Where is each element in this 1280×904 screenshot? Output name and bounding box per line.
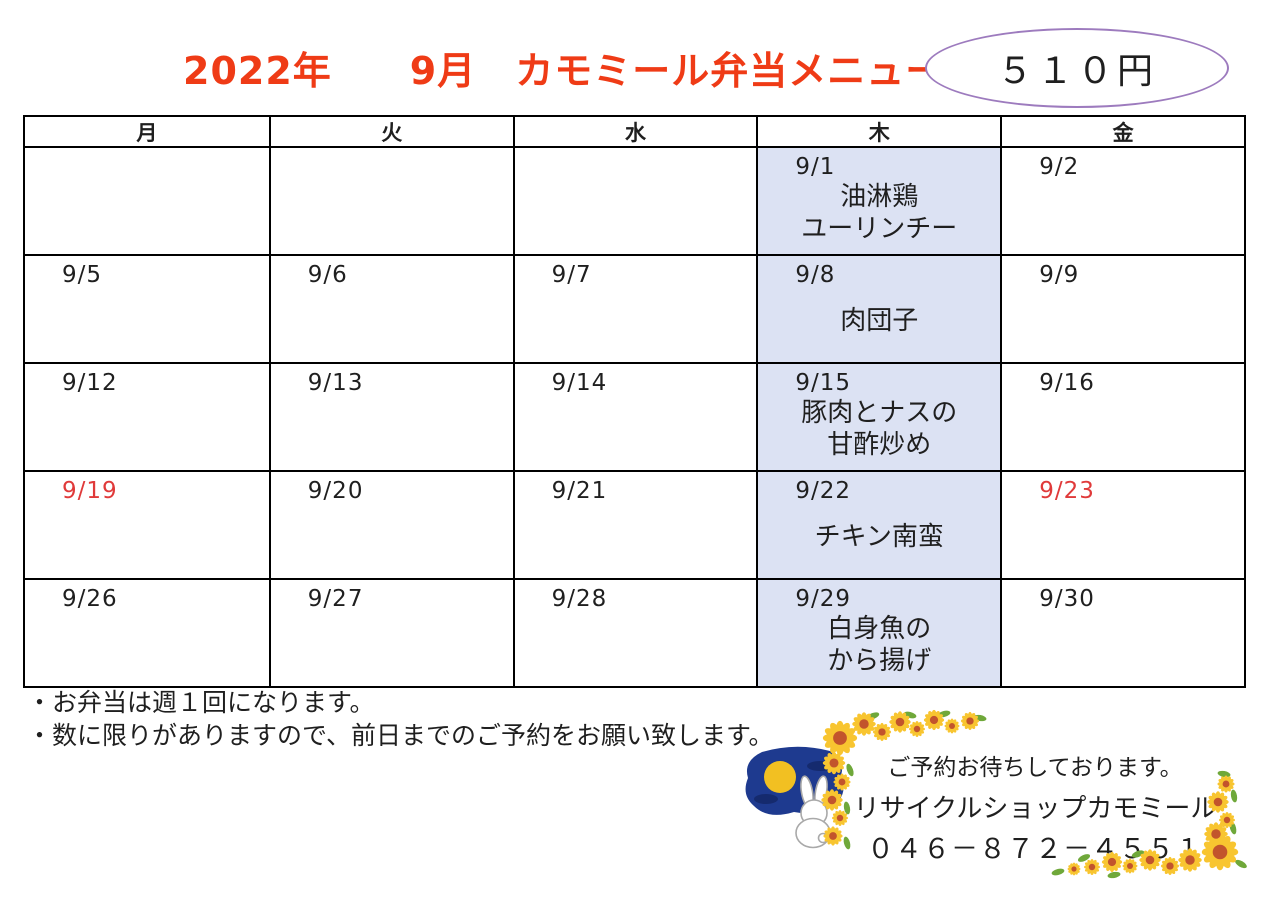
menu-item: 肉団子 [758, 288, 1000, 362]
calendar-day-cell: 9/14 [512, 362, 757, 470]
menu-item: チキン南蛮 [758, 504, 1000, 578]
menu-item-line: 白身魚の [827, 614, 932, 645]
menu-item: 豚肉とナスの 甘酢炒め [758, 396, 1000, 470]
date-label: 9/21 [551, 478, 608, 504]
price-badge: ５１０円 [925, 28, 1229, 108]
calendar-week-row: 9/1 油淋鶏 ユーリンチー 9/2 [25, 146, 1244, 254]
page-title: 2022年 9月 カモミール弁当メニュー [183, 49, 945, 93]
date-label: 9/22 [795, 478, 852, 504]
date-label: 9/28 [551, 586, 608, 612]
menu-item-line: から揚げ [827, 646, 932, 676]
calendar-day-cell: 9/30 [1000, 578, 1244, 686]
calendar-week-row: 9/19 9/20 9/21 9/22 チキン南蛮 9/23 [25, 470, 1244, 578]
day-header: 金 [1000, 117, 1244, 146]
date-label-holiday: 9/23 [1039, 478, 1095, 504]
date-label: 9/7 [551, 262, 592, 288]
menu-item-line: ユーリンチー [801, 214, 958, 244]
calendar-day-cell: 9/19 [25, 470, 269, 578]
note-line-1: ・お弁当は週１回になります。 [27, 688, 375, 717]
date-label: 9/16 [1039, 370, 1095, 396]
day-header: 月 [136, 120, 158, 145]
calendar-day-cell: 9/5 [25, 254, 269, 362]
sunflower-corner-bottom-right [1050, 770, 1249, 880]
calendar-day-cell: 9/27 [268, 578, 513, 686]
note-line-2: ・数に限りがありますので、前日までのご予約をお願い致します。 [27, 721, 774, 750]
calendar-day-cell: 9/7 [512, 254, 757, 362]
calendar-day-cell: 9/16 [1000, 362, 1244, 470]
calendar-day-cell: 9/26 [25, 578, 269, 686]
calendar-day-cell: 9/22 チキン南蛮 [756, 470, 1001, 578]
menu-item-line: 甘酢炒め [827, 430, 932, 460]
date-label: 9/13 [307, 370, 364, 396]
date-label: 9/30 [1039, 586, 1095, 612]
calendar-week-row: 9/26 9/27 9/28 9/29 白身魚の から揚げ 9/30 [25, 578, 1244, 686]
calendar-day-cell: 9/1 油淋鶏 ユーリンチー [756, 146, 1001, 254]
calendar-day-cell: 9/21 [512, 470, 757, 578]
menu-item-line: 油淋鶏 [840, 182, 919, 213]
calendar-day-cell: 9/29 白身魚の から揚げ [756, 578, 1001, 686]
date-label: 9/27 [307, 586, 364, 612]
menu-item: 油淋鶏 ユーリンチー [758, 180, 1000, 254]
date-label-holiday: 9/19 [62, 478, 118, 504]
calendar-day-cell [268, 146, 513, 254]
sunflower-corner-top-left [821, 709, 987, 851]
calendar-day-cell: 9/2 [1000, 146, 1244, 254]
contact-block: ご予約お待ちしております。 リサイクルショップカモミール ０４６－８７２－４５５… [850, 748, 1220, 866]
calendar-day-cell [25, 146, 269, 254]
day-header: 水 [512, 117, 757, 146]
calendar-day-cell: 9/6 [268, 254, 513, 362]
date-label: 9/2 [1039, 154, 1080, 180]
calendar-day-cell: 9/13 [268, 362, 513, 470]
calendar-day-cell: 9/15 豚肉とナスの 甘酢炒め [756, 362, 1001, 470]
date-label: 9/15 [795, 370, 852, 396]
menu-item-line: チキン南蛮 [814, 522, 944, 553]
day-header: 火 [268, 117, 513, 146]
date-label: 9/6 [307, 262, 348, 288]
calendar-day-cell: 9/23 [1000, 470, 1244, 578]
price-text: ５１０円 [996, 51, 1157, 92]
date-label: 9/9 [1039, 262, 1080, 288]
calendar-day-cell: 9/9 [1000, 254, 1244, 362]
contact-greeting: ご予約お待ちしております。 [887, 755, 1183, 781]
date-label: 9/5 [62, 262, 103, 288]
calendar-week-row: 9/5 9/6 9/7 9/8 肉団子 9/9 [25, 254, 1244, 362]
date-label: 9/1 [795, 154, 836, 180]
date-label: 9/26 [62, 586, 118, 612]
date-label: 9/29 [795, 586, 852, 612]
menu-item-line: 豚肉とナスの [801, 398, 958, 429]
date-label: 9/20 [307, 478, 364, 504]
calendar-day-cell [512, 146, 757, 254]
date-label: 9/8 [795, 262, 836, 288]
notes: ・お弁当は週１回になります。 ・数に限りがありますので、前日までのご予約をお願い… [27, 686, 774, 752]
calendar-day-cell: 9/8 肉団子 [756, 254, 1001, 362]
calendar-grid: 月火水木金 9/1 油淋鶏 ユーリンチー 9/2 9/5 9/6 9/7 9/8 肉団子 9/9 9/… [23, 115, 1246, 688]
menu-item-line: 肉団子 [840, 306, 919, 337]
shop-name: リサイクルショップカモミール [853, 794, 1217, 824]
calendar-day-cell: 9/12 [25, 362, 269, 470]
calendar-week-row: 9/12 9/13 9/14 9/15 豚肉とナスの 甘酢炒め 9/16 [25, 362, 1244, 470]
date-label: 9/12 [62, 370, 118, 396]
date-label: 9/14 [551, 370, 608, 396]
menu-item: 白身魚の から揚げ [758, 612, 1000, 686]
calendar-day-cell: 9/28 [512, 578, 757, 686]
day-header: 木 [756, 117, 1000, 146]
calendar-day-cell: 9/20 [268, 470, 513, 578]
